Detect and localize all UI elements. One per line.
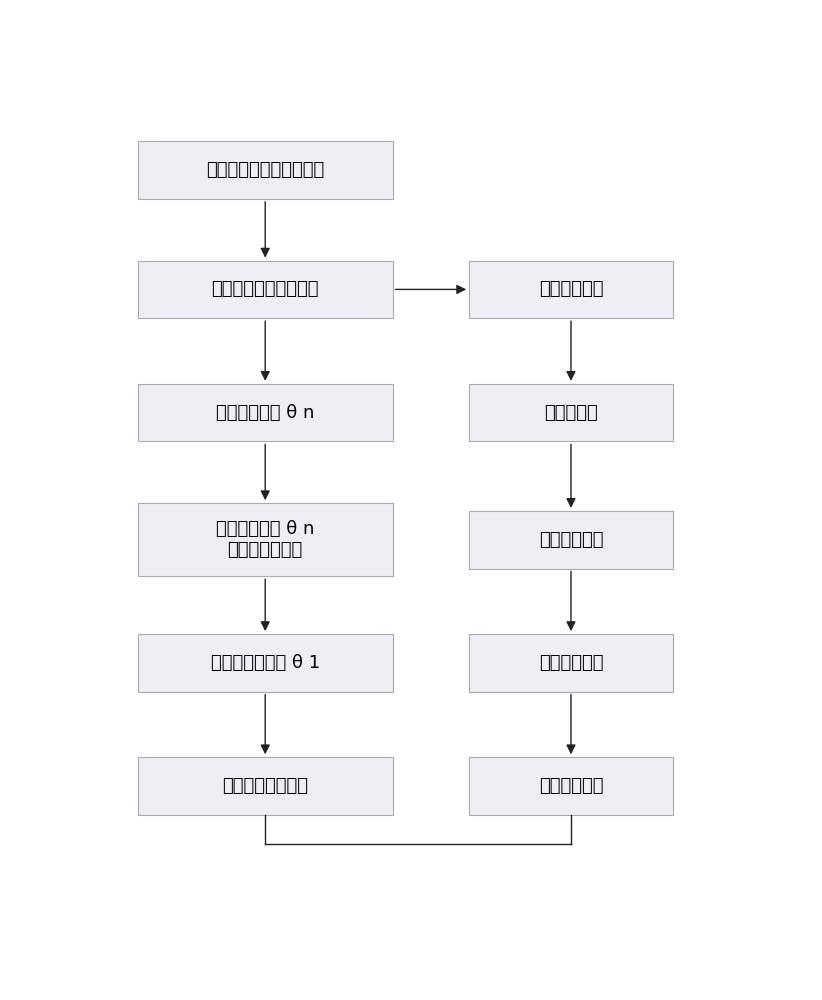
FancyBboxPatch shape — [138, 634, 393, 692]
FancyBboxPatch shape — [469, 384, 673, 441]
Text: 输入转子本身特性参数: 输入转子本身特性参数 — [211, 280, 319, 298]
FancyBboxPatch shape — [138, 757, 393, 815]
Text: 计算表面温度 θ n: 计算表面温度 θ n — [216, 404, 314, 422]
Text: 计算转子应力: 计算转子应力 — [538, 654, 603, 672]
Text: 采集转子的实时状态信息: 采集转子的实时状态信息 — [206, 161, 325, 179]
FancyBboxPatch shape — [469, 757, 673, 815]
FancyBboxPatch shape — [138, 503, 393, 576]
Text: 计算表面温度 θ n
与中间各层温度: 计算表面温度 θ n 与中间各层温度 — [216, 520, 314, 559]
FancyBboxPatch shape — [469, 511, 673, 569]
FancyBboxPatch shape — [138, 141, 393, 199]
Text: 计算转子平均温度: 计算转子平均温度 — [222, 777, 308, 795]
Text: 计算离心应力: 计算离心应力 — [538, 531, 603, 549]
FancyBboxPatch shape — [469, 634, 673, 692]
Text: 计算热应力: 计算热应力 — [544, 404, 598, 422]
FancyBboxPatch shape — [138, 261, 393, 318]
Text: 计算有效温差: 计算有效温差 — [538, 280, 603, 298]
Text: 计算最内层温度 θ 1: 计算最内层温度 θ 1 — [210, 654, 320, 672]
FancyBboxPatch shape — [138, 384, 393, 441]
Text: 计算应力裕度: 计算应力裕度 — [538, 777, 603, 795]
FancyBboxPatch shape — [469, 261, 673, 318]
